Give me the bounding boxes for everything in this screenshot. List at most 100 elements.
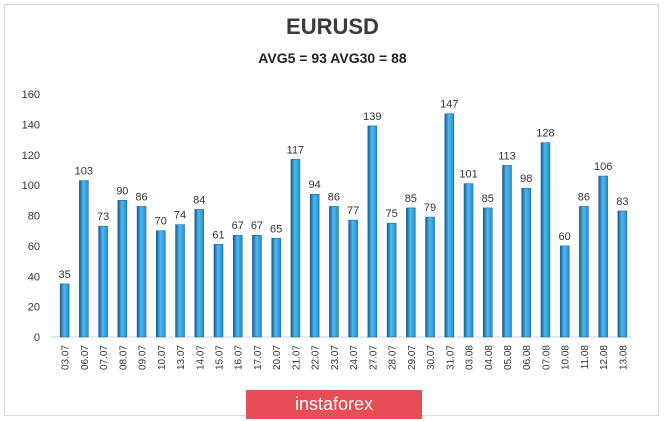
data-label: 67: [251, 220, 263, 232]
y-tick-label: 140: [22, 119, 40, 131]
data-label: 117: [287, 144, 305, 156]
data-label: 60: [559, 231, 571, 243]
data-label: 86: [578, 191, 590, 203]
data-label: 79: [424, 202, 436, 214]
x-tick-label: 23.07: [330, 345, 341, 370]
y-tick-label: 80: [28, 211, 40, 223]
data-label: 113: [498, 150, 516, 162]
bar: [617, 210, 628, 338]
bar: [367, 125, 378, 338]
x-tick-label: 06.08: [522, 345, 533, 370]
data-label: 98: [520, 173, 532, 185]
bar: [252, 234, 262, 338]
x-tick-label: 04.08: [484, 345, 495, 370]
x-tick-label: 16.07: [234, 345, 245, 370]
x-tick-label: 08.07: [118, 345, 129, 370]
chart-subtitle: AVG5 = 93 AVG30 = 88: [258, 50, 407, 66]
data-label: 70: [155, 216, 167, 228]
y-tick-label: 20: [28, 302, 40, 314]
data-label: 86: [328, 191, 340, 203]
x-tick-label: 17.07: [253, 345, 264, 370]
x-tick-label: 10.08: [561, 345, 572, 370]
x-tick-label: 27.07: [368, 345, 379, 370]
x-tick-label: 15.07: [214, 345, 225, 370]
x-tick-label: 30.07: [426, 345, 437, 370]
y-tick-label: 40: [28, 271, 40, 283]
bar: [290, 159, 301, 338]
bar: [213, 244, 224, 338]
data-label: 128: [536, 128, 554, 140]
x-tick-label: 28.07: [388, 345, 399, 370]
data-label: 75: [385, 208, 397, 220]
bar: [309, 193, 320, 338]
x-tick-label: 06.07: [80, 345, 91, 370]
x-tick-label: 22.07: [311, 345, 322, 370]
x-tick-label: 07.08: [541, 345, 552, 370]
bar: [463, 183, 474, 338]
data-label: 67: [232, 220, 244, 232]
bar: [483, 207, 493, 338]
x-tick-label: 07.07: [99, 345, 110, 370]
y-tick-label: 100: [22, 180, 40, 192]
bar: [136, 206, 147, 338]
bar: [59, 283, 70, 338]
y-tick-label: 160: [22, 89, 40, 101]
bar: [194, 209, 204, 338]
bar: [348, 219, 358, 338]
data-label: 85: [405, 193, 417, 205]
y-axis: 0 20 40 60 80 100 120 140 160: [22, 89, 632, 344]
x-tick-label: 09.07: [138, 345, 149, 370]
data-label: 86: [135, 191, 147, 203]
data-label: 83: [616, 196, 628, 208]
bar: [98, 225, 108, 338]
bar: [598, 175, 608, 338]
bar: [444, 113, 455, 338]
data-label: 139: [363, 111, 381, 123]
data-label: 77: [347, 205, 359, 217]
x-tick-label: 12.08: [599, 345, 610, 370]
bar: [329, 206, 339, 338]
y-tick-label: 0: [34, 332, 40, 344]
x-tick-label: 14.07: [195, 345, 206, 370]
data-label: 90: [116, 185, 128, 197]
data-label: 85: [482, 193, 494, 205]
x-tick-label: 10.07: [157, 345, 168, 370]
x-tick-label: 20.07: [272, 345, 283, 370]
bar: [559, 245, 570, 338]
bar: [521, 187, 531, 338]
data-label: 147: [440, 99, 458, 111]
data-label: 65: [270, 223, 282, 235]
x-tick-label: 03.07: [61, 345, 72, 370]
bar: [425, 216, 435, 338]
x-tick-label: 11.08: [580, 345, 591, 370]
x-tick-label: 13.08: [618, 345, 629, 370]
x-tick-label: 03.08: [465, 345, 476, 370]
bar: [232, 234, 243, 338]
bar: [502, 165, 512, 338]
data-label: 61: [212, 229, 224, 241]
bar: [117, 200, 128, 338]
data-label: 35: [58, 269, 70, 281]
bar: [271, 238, 281, 338]
x-axis: 03.07 06.07 07.07 08.07 09.07 10.07 13.07 14.07…: [61, 345, 630, 370]
y-tick-label: 60: [28, 241, 40, 253]
data-label: 73: [97, 211, 109, 223]
data-label: 84: [193, 194, 205, 206]
data-label: 103: [75, 166, 93, 178]
data-labels-group: 35 103 73 90 86 70 74 84 61 67 67 65 117 94 86 77 139 75 8…: [58, 99, 628, 281]
x-tick-label: 29.07: [407, 345, 418, 370]
x-tick-label: 05.08: [503, 345, 514, 370]
bar: [579, 206, 589, 338]
data-label: 94: [309, 179, 321, 191]
bar: [406, 207, 416, 338]
bar: [79, 180, 89, 338]
bars-group: [59, 113, 628, 338]
watermark-logo: instaforex: [246, 390, 422, 419]
x-tick-label: 31.07: [445, 345, 456, 370]
bar: [386, 222, 397, 338]
y-tick-label: 120: [22, 150, 40, 162]
bar: [540, 142, 551, 338]
bar: [175, 224, 185, 338]
bar: [156, 230, 166, 338]
